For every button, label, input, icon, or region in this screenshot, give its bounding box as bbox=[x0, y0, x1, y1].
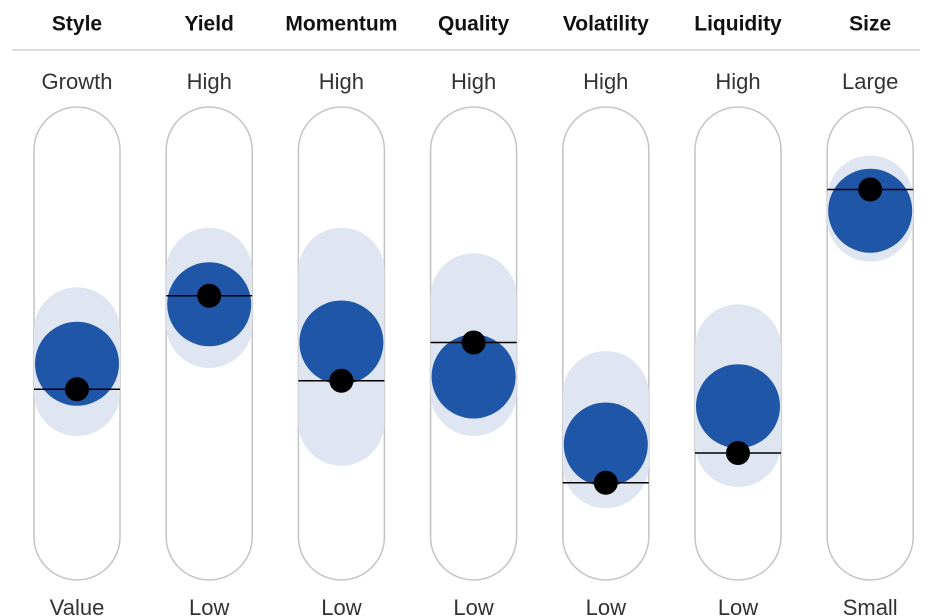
factor-header: Momentum bbox=[285, 13, 397, 36]
factor-header: Size bbox=[849, 13, 891, 36]
value-dot bbox=[197, 283, 222, 308]
value-dot bbox=[858, 177, 883, 202]
top-label: High bbox=[451, 69, 496, 94]
bottom-label: Low bbox=[189, 595, 229, 616]
top-label: High bbox=[187, 69, 232, 94]
value-dot bbox=[329, 368, 354, 393]
center-circle bbox=[563, 402, 648, 487]
bottom-label: Low bbox=[453, 595, 493, 616]
bottom-label: Low bbox=[718, 595, 758, 616]
value-dot bbox=[461, 330, 486, 355]
value-dot bbox=[726, 441, 750, 465]
top-label: Growth bbox=[42, 69, 113, 94]
center-circle bbox=[35, 321, 119, 406]
top-label: High bbox=[715, 69, 760, 94]
factor-header: Yield bbox=[184, 13, 233, 36]
factor-header: Volatility bbox=[563, 13, 649, 36]
factor-header: Style bbox=[52, 13, 102, 36]
top-label: High bbox=[319, 69, 364, 94]
bottom-label: Small bbox=[843, 595, 898, 616]
track bbox=[562, 106, 650, 581]
value-dot bbox=[65, 377, 89, 402]
factor-header: Quality bbox=[438, 13, 510, 36]
factor-header: Liquidity bbox=[694, 13, 782, 36]
bottom-label: Low bbox=[586, 595, 626, 616]
top-label: Large bbox=[842, 69, 898, 94]
center-circle bbox=[299, 300, 384, 385]
center-circle bbox=[431, 334, 516, 419]
value-dot bbox=[593, 470, 618, 495]
center-circle bbox=[696, 364, 780, 449]
bottom-label: Low bbox=[321, 595, 361, 616]
top-label: High bbox=[583, 69, 628, 94]
bottom-label: Value bbox=[50, 595, 105, 616]
